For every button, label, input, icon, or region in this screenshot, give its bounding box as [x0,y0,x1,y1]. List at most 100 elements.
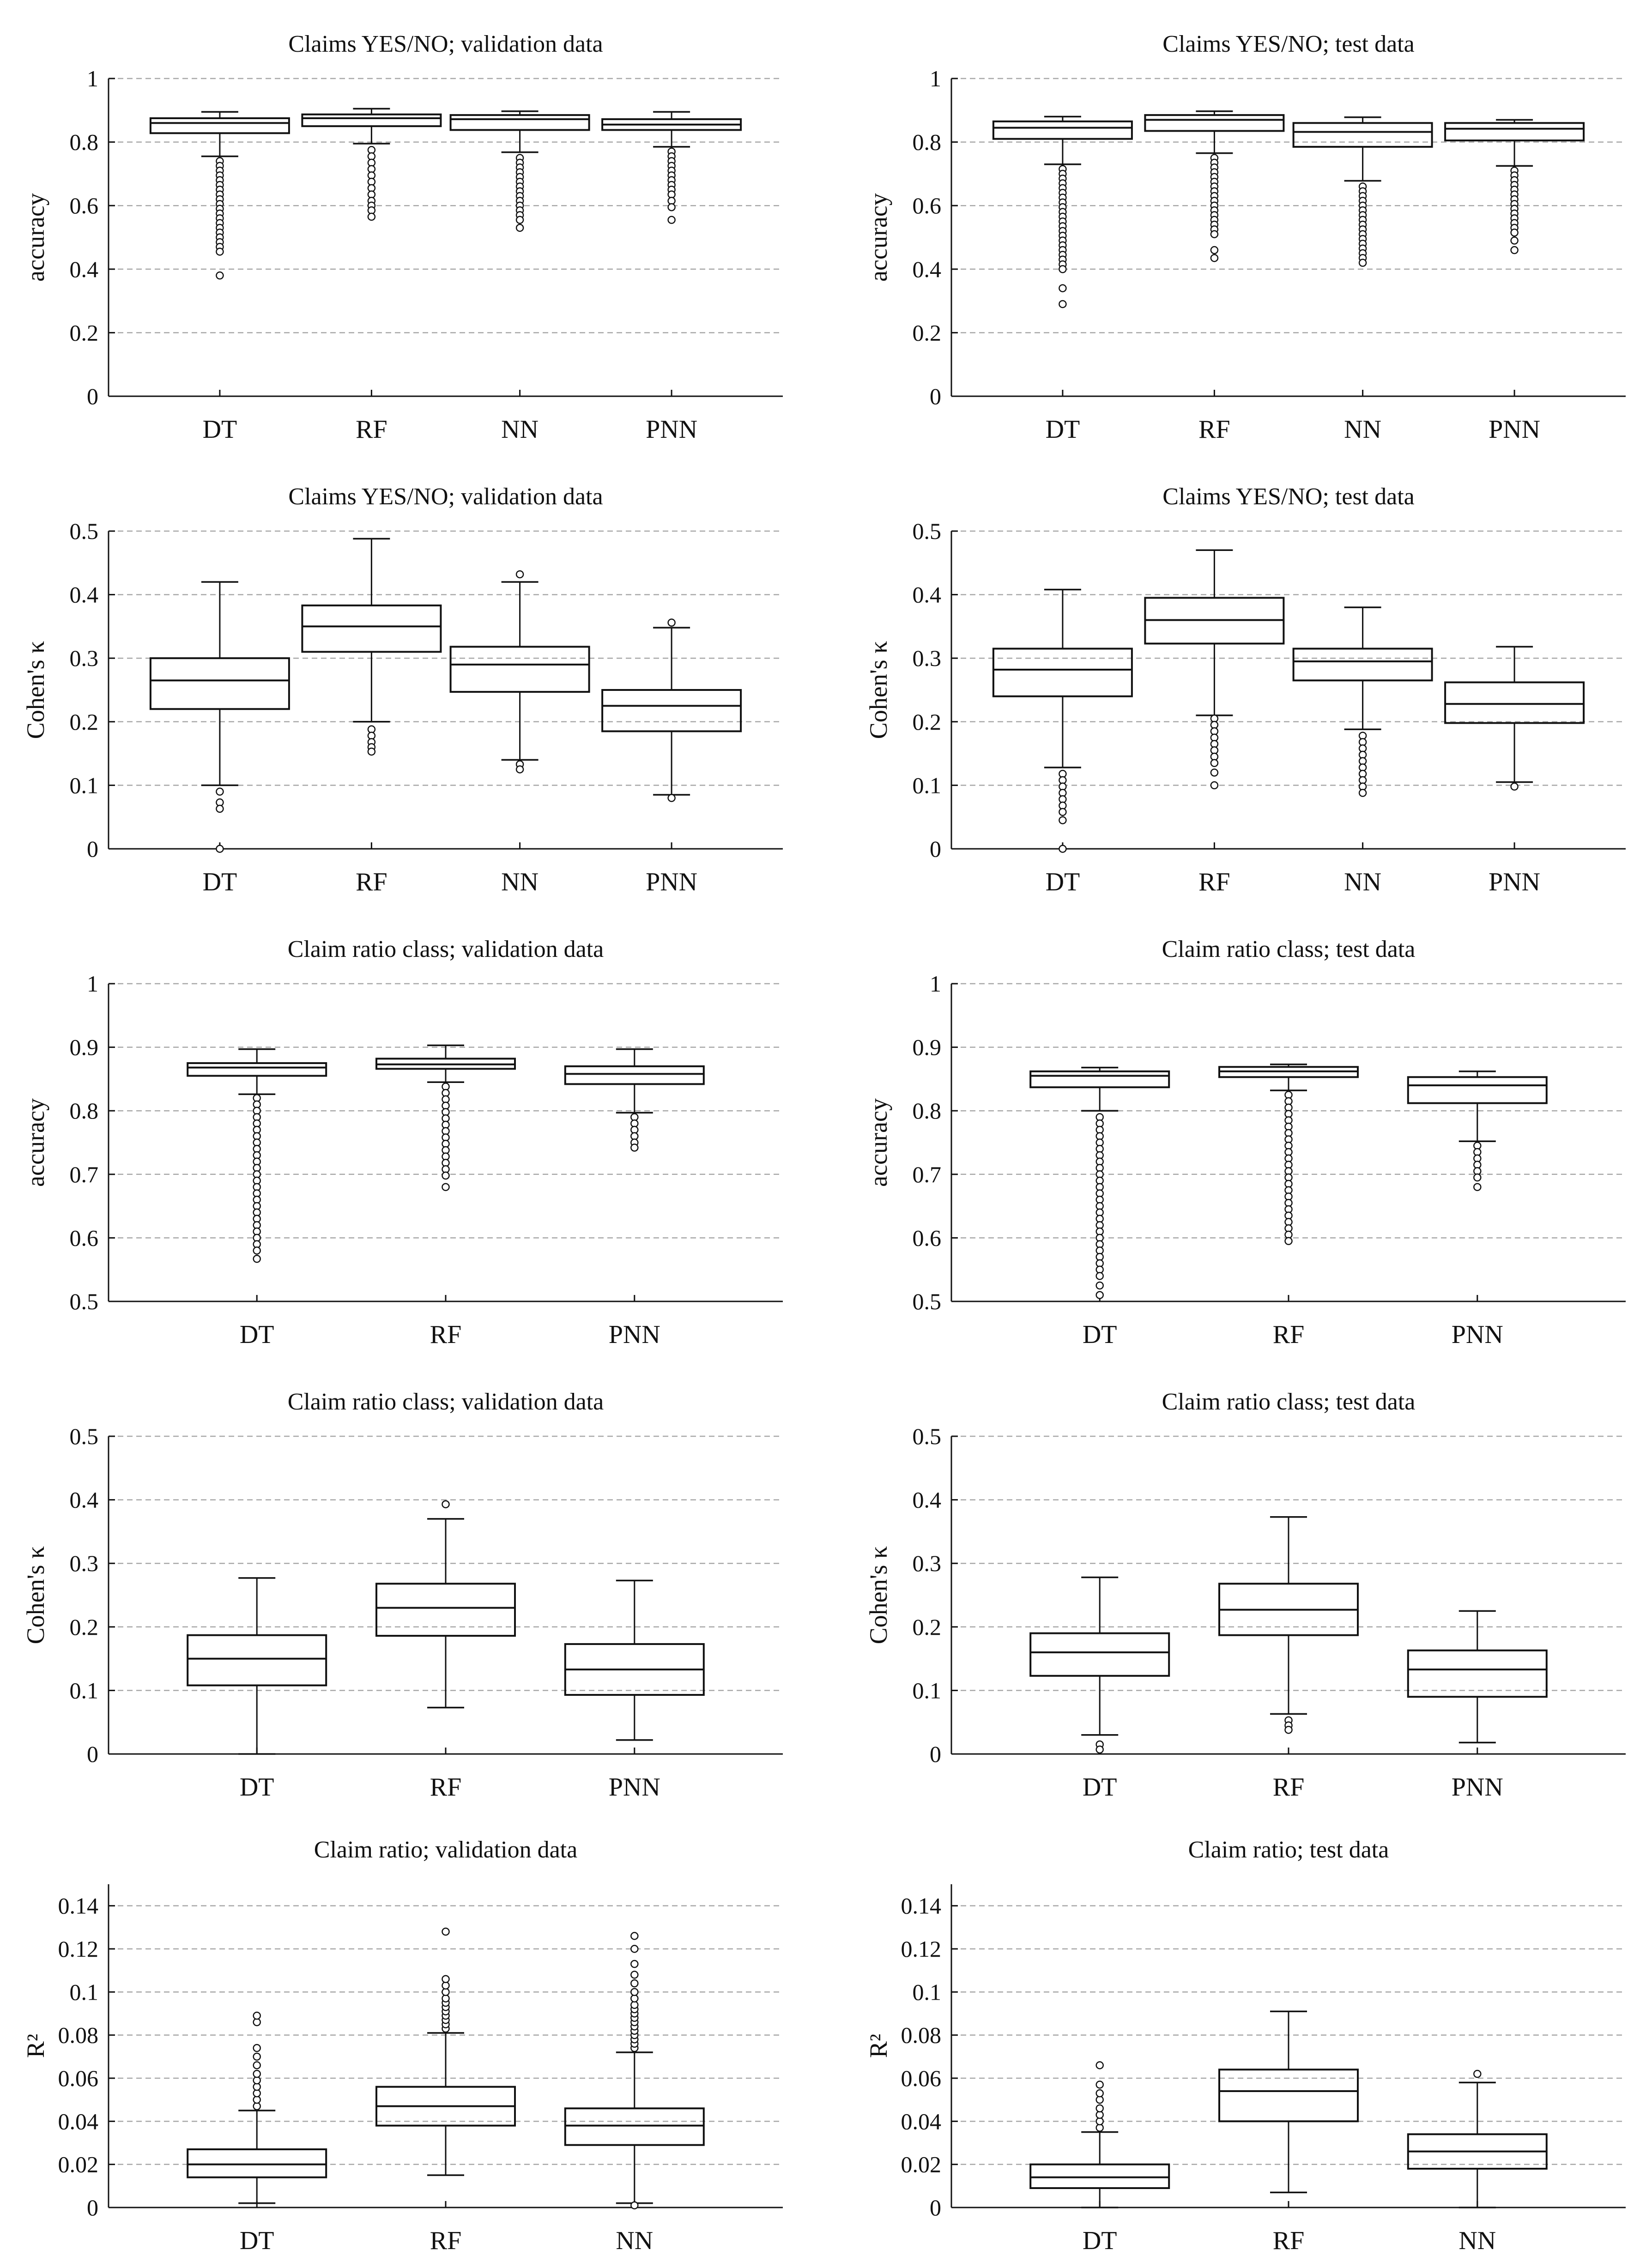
iqr-box [992,647,1133,697]
outlier-point [1210,230,1219,238]
x-tick-label: DT [203,868,237,896]
y-tick-label: 0.06 [901,2065,942,2091]
box-group-dt: DT [1029,1066,1170,1349]
box-group-rf: RF [301,538,442,896]
y-tick-label: 0 [930,2195,941,2220]
y-tick-label: 1 [87,971,98,997]
y-tick-label: 0.6 [913,193,942,218]
outlier-point [1095,1281,1104,1290]
y-tick-label: 0.04 [58,2108,99,2134]
outlier-point [630,2201,639,2210]
x-tick-label: DT [240,1320,274,1349]
chart-panel: 0.5 0.6 0.7 0.8 0.9 1 Claim ratio class; valid… [22,936,783,1349]
chart-panel: 0 0.1 0.2 0.3 0.4 0.5 Claim ratio class; valid… [22,1389,783,1802]
x-tick-label: DT [1046,868,1080,896]
box-group-rf: RF [1218,1064,1359,1349]
chart-panel: 0 0.1 0.2 0.3 0.4 0.5 Claims YES/NO; validatio… [22,484,783,896]
box-group-dt: DT [187,1048,327,1349]
y-tick-label: 0.4 [913,256,942,282]
iqr-box [564,2107,705,2146]
outlier-point [442,1500,450,1508]
box-group-rf: RF [375,1927,516,2255]
outlier-point [216,787,224,796]
y-tick-label: 0.2 [70,320,99,345]
y-tick-label: 0 [87,836,98,862]
chart-title: Claims YES/NO; test data [1162,31,1414,57]
box-group-nn: NN [1292,606,1433,896]
outlier-point [667,216,676,224]
y-tick-label: 0.3 [70,645,99,671]
outlier-point [630,1971,639,1979]
x-tick-label: DT [1083,1773,1117,1802]
y-tick-label: 0.04 [901,2108,942,2134]
x-tick-label: RF [430,2226,462,2255]
y-tick-label: 0.9 [70,1034,99,1060]
y-axis-label: accuracy [22,1098,49,1187]
box-group-rf: RF [375,1500,516,1802]
chart-title: Claim ratio; test data [1188,1837,1389,1863]
x-tick-label: RF [430,1773,462,1802]
box-group-pnn: PNN [601,111,742,444]
outlier-point [1059,284,1067,292]
y-tick-label: 1 [930,66,941,91]
outlier-point [1510,782,1519,791]
iqr-box [1029,2163,1170,2189]
y-tick-label: 0.5 [70,1423,99,1449]
iqr-box [449,646,590,693]
outlier-point [1095,2104,1104,2113]
iqr-box [1029,1070,1170,1089]
outlier-point [253,1255,261,1263]
outlier-point [253,2052,261,2061]
chart-panel: 0 0.02 0.04 0.06 0.08 0.1 0.12 0.14 Claim ratio;… [22,1837,783,2255]
iqr-box [1407,1649,1548,1698]
y-tick-label: 0.9 [913,1034,942,1060]
y-tick-label: 0.12 [58,1936,99,1962]
y-tick-label: 0.8 [913,129,942,155]
outlier-point [1510,228,1519,237]
outlier-point [216,845,224,853]
y-tick-label: 0.8 [70,1098,99,1124]
box-group-rf: RF [375,1044,516,1349]
y-tick-label: 0.2 [913,320,942,345]
chart-title: Claim ratio class; test data [1162,1389,1416,1415]
y-tick-label: 0.6 [70,193,99,218]
y-tick-label: 0.2 [913,1614,942,1640]
outlier-point [1059,808,1067,816]
x-tick-label: RF [1273,1320,1305,1349]
box-group-pnn: PNN [1407,1610,1548,1802]
chart-panel: 0 0.2 0.4 0.6 0.8 1 Claims YES/NO; validation … [22,31,783,444]
box-group-dt: DT [187,2011,327,2255]
chart-title: Claims YES/NO; validation data [288,484,603,510]
y-tick-label: 1 [87,66,98,91]
y-tick-label: 0.2 [913,709,942,735]
outlier-point [442,1171,450,1180]
x-tick-label: NN [616,2226,653,2255]
box-group-dt: DT [149,581,290,896]
iqr-box [1407,1076,1548,1104]
outlier-point [1358,259,1367,267]
outlier-point [1095,2061,1104,2069]
y-tick-label: 0 [87,2195,98,2220]
outlier-point [1210,759,1219,767]
y-tick-label: 0.7 [70,1161,99,1187]
outlier-point [1473,1183,1482,1191]
outlier-point [1095,1291,1104,1299]
x-tick-label: PNN [1452,1773,1503,1802]
outlier-point [367,212,376,221]
outlier-point [630,1979,639,1988]
y-tick-label: 0.02 [901,2152,942,2177]
outlier-point [515,570,524,579]
box-group-nn: NN [564,1932,705,2255]
outlier-point [442,1183,450,1191]
y-tick-label: 0 [930,1741,941,1767]
outlier-point [1473,1173,1482,1182]
outlier-point [1059,816,1067,824]
chart-panel: 0.5 0.6 0.7 0.8 0.9 1 Claim ratio class; test … [865,936,1626,1349]
y-tick-label: 0 [930,836,941,862]
x-tick-label: PNN [1452,1320,1503,1349]
outlier-point [667,794,676,802]
x-tick-label: PNN [609,1320,660,1349]
y-tick-label: 0 [87,1741,98,1767]
outlier-point [1095,1272,1104,1280]
